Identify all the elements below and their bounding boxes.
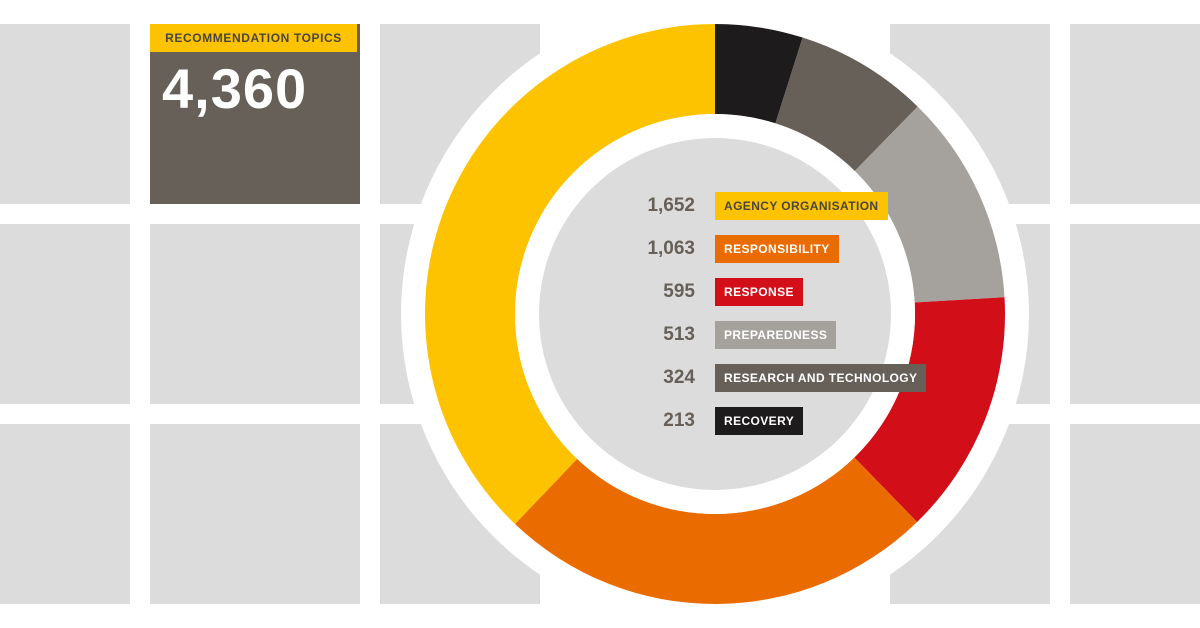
grid-tile xyxy=(1070,424,1200,604)
legend-value: 324 xyxy=(663,367,695,388)
summary-label: RECOMMENDATION TOPICS xyxy=(150,24,357,52)
donut-slice-responsibility xyxy=(515,457,918,605)
legend-item-preparedness: 513 PREPAREDNESS xyxy=(590,321,950,349)
summary-value: 4,360 xyxy=(162,57,308,120)
legend-item-agency-organisation: 1,652 AGENCY ORGANISATION xyxy=(590,192,950,220)
donut-slice-research-and-technology xyxy=(775,37,918,171)
donut-slice-agency-organisation xyxy=(425,24,715,525)
donut-slice-response xyxy=(854,297,1005,522)
legend-value: 1,063 xyxy=(647,238,695,259)
donut-inner-disc xyxy=(539,138,891,490)
legend-item-recovery: 213 RECOVERY xyxy=(590,407,950,435)
legend-label: AGENCY ORGANISATION xyxy=(715,192,888,220)
legend-label: RESPONSIBILITY xyxy=(715,235,839,263)
grid-tile xyxy=(1070,224,1200,404)
legend-item-research-and-technology: 324 RESEARCH AND TECHNOLOGY xyxy=(590,364,950,392)
legend-value: 213 xyxy=(663,410,695,431)
donut-slices xyxy=(425,24,1005,605)
legend-label: RESEARCH AND TECHNOLOGY xyxy=(715,364,927,392)
grid-tile xyxy=(150,424,360,604)
donut-slice-recovery xyxy=(715,24,803,124)
grid-tile xyxy=(0,424,130,604)
grid-tile xyxy=(0,24,130,204)
donut-slice-preparedness xyxy=(854,106,1005,303)
summary-card: RECOMMENDATION TOPICS 4,360 xyxy=(150,24,360,204)
grid-tile xyxy=(150,224,360,404)
legend-label: RESPONSE xyxy=(715,278,803,306)
grid-tile xyxy=(1070,24,1200,204)
legend-label: PREPAREDNESS xyxy=(715,321,837,349)
grid-tile xyxy=(0,224,130,404)
legend-item-responsibility: 1,063 RESPONSIBILITY xyxy=(590,235,950,263)
legend-value: 513 xyxy=(663,324,695,345)
legend-item-response: 595 RESPONSE xyxy=(590,278,950,306)
legend-value: 595 xyxy=(663,281,695,302)
legend-value: 1,652 xyxy=(647,195,695,216)
legend-label: RECOVERY xyxy=(715,407,804,435)
